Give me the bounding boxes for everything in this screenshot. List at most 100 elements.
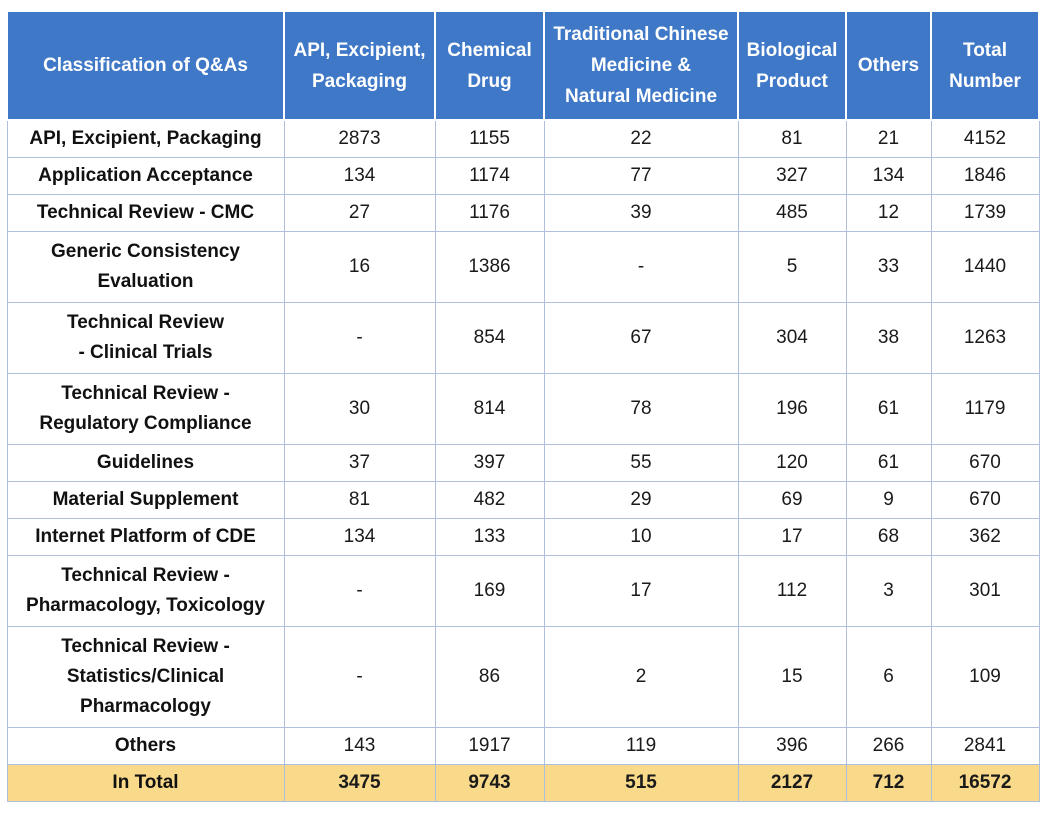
data-cell-total-number: 670	[930, 481, 1040, 519]
data-cell-api-excipient-packaging: -	[283, 626, 436, 728]
data-cell-others: 6	[845, 626, 932, 728]
row-label: Technical Review - Regulatory Compliance	[6, 373, 285, 445]
data-cell-traditional-chinese-medicine-natural-medicine: 29	[543, 481, 739, 519]
total-cell-total-number: 16572	[930, 764, 1040, 802]
qa-classification-table-container: Classification of Q&As API, Excipient, Pac…	[6, 10, 1040, 802]
data-cell-total-number: 1263	[930, 302, 1040, 374]
data-cell-biological-product: 81	[737, 119, 847, 158]
data-cell-others: 61	[845, 373, 932, 445]
data-cell-chemical-drug: 397	[434, 444, 545, 482]
total-cell-chemical-drug: 9743	[434, 764, 545, 802]
data-cell-biological-product: 327	[737, 157, 847, 195]
data-cell-total-number: 362	[930, 518, 1040, 556]
data-cell-api-excipient-packaging: 134	[283, 518, 436, 556]
data-cell-api-excipient-packaging: -	[283, 555, 436, 627]
data-cell-traditional-chinese-medicine-natural-medicine: 78	[543, 373, 739, 445]
data-cell-biological-product: 396	[737, 727, 847, 765]
data-cell-api-excipient-packaging: 16	[283, 231, 436, 303]
row-label: Internet Platform of CDE	[6, 518, 285, 556]
data-cell-total-number: 1846	[930, 157, 1040, 195]
row-label: Technical Review - Pharmacology, Toxicolo…	[6, 555, 285, 627]
data-cell-traditional-chinese-medicine-natural-medicine: 2	[543, 626, 739, 728]
row-label: Application Acceptance	[6, 157, 285, 195]
data-cell-chemical-drug: 1176	[434, 194, 545, 232]
data-cell-total-number: 109	[930, 626, 1040, 728]
data-cell-traditional-chinese-medicine-natural-medicine: 10	[543, 518, 739, 556]
data-cell-traditional-chinese-medicine-natural-medicine: 39	[543, 194, 739, 232]
table-row: Technical Review - Regulatory Compliance 3…	[6, 373, 1040, 445]
data-cell-traditional-chinese-medicine-natural-medicine: 77	[543, 157, 739, 195]
column-header-5: Others	[845, 10, 932, 121]
data-cell-others: 61	[845, 444, 932, 482]
data-cell-others: 21	[845, 119, 932, 158]
column-header-0: Classification of Q&As	[6, 10, 285, 121]
row-label: API, Excipient, Packaging	[6, 119, 285, 158]
data-cell-total-number: 301	[930, 555, 1040, 627]
table-header: Classification of Q&As API, Excipient, Pac…	[6, 10, 1040, 121]
column-header-2: Chemical Drug	[434, 10, 545, 121]
data-cell-biological-product: 69	[737, 481, 847, 519]
data-cell-api-excipient-packaging: 2873	[283, 119, 436, 158]
data-cell-biological-product: 15	[737, 626, 847, 728]
data-cell-others: 3	[845, 555, 932, 627]
data-cell-traditional-chinese-medicine-natural-medicine: 67	[543, 302, 739, 374]
table-row: Technical Review - Pharmacology, Toxicolo…	[6, 555, 1040, 627]
total-cell-biological-product: 2127	[737, 764, 847, 802]
data-cell-api-excipient-packaging: 37	[283, 444, 436, 482]
total-row: In Total 3475 9743 515 2127 712 16572	[6, 764, 1040, 802]
data-cell-chemical-drug: 814	[434, 373, 545, 445]
table-row: API, Excipient, Packaging 2873 1155 22 81 21 4…	[6, 119, 1040, 158]
data-cell-total-number: 1739	[930, 194, 1040, 232]
total-cell-others: 712	[845, 764, 932, 802]
data-cell-others: 33	[845, 231, 932, 303]
data-cell-chemical-drug: 1155	[434, 119, 545, 158]
data-cell-others: 266	[845, 727, 932, 765]
data-cell-chemical-drug: 854	[434, 302, 545, 374]
data-cell-traditional-chinese-medicine-natural-medicine: 22	[543, 119, 739, 158]
data-cell-chemical-drug: 1386	[434, 231, 545, 303]
total-row-label: In Total	[6, 764, 285, 802]
data-cell-biological-product: 112	[737, 555, 847, 627]
data-cell-api-excipient-packaging: 27	[283, 194, 436, 232]
data-cell-others: 9	[845, 481, 932, 519]
data-cell-chemical-drug: 169	[434, 555, 545, 627]
header-row: Classification of Q&As API, Excipient, Pac…	[6, 10, 1040, 121]
table-row: Internet Platform of CDE 134 133 10 17 68 362	[6, 518, 1040, 556]
data-cell-api-excipient-packaging: 30	[283, 373, 436, 445]
data-cell-others: 38	[845, 302, 932, 374]
data-cell-biological-product: 120	[737, 444, 847, 482]
data-cell-biological-product: 5	[737, 231, 847, 303]
data-cell-api-excipient-packaging: -	[283, 302, 436, 374]
qa-classification-table: Classification of Q&As API, Excipient, Pac…	[6, 10, 1040, 802]
table-body: API, Excipient, Packaging 2873 1155 22 81 21 4…	[6, 119, 1040, 802]
table-row: Guidelines 37 397 55 120 61 670	[6, 444, 1040, 482]
column-header-6: Total Number	[930, 10, 1040, 121]
data-cell-total-number: 670	[930, 444, 1040, 482]
data-cell-biological-product: 304	[737, 302, 847, 374]
row-label: Material Supplement	[6, 481, 285, 519]
data-cell-total-number: 1179	[930, 373, 1040, 445]
row-label: Generic Consistency Evaluation	[6, 231, 285, 303]
data-cell-chemical-drug: 86	[434, 626, 545, 728]
data-cell-chemical-drug: 482	[434, 481, 545, 519]
table-row: Application Acceptance 134 1174 77 327 134 184…	[6, 157, 1040, 195]
row-label: Technical Review - Clinical Trials	[6, 302, 285, 374]
data-cell-total-number: 2841	[930, 727, 1040, 765]
column-header-3: Traditional Chinese Medicine & Natural Med…	[543, 10, 739, 121]
data-cell-traditional-chinese-medicine-natural-medicine: 55	[543, 444, 739, 482]
table-row: Technical Review - CMC 27 1176 39 485 12 1739	[6, 194, 1040, 232]
table-row: Others 143 1917 119 396 266 2841	[6, 727, 1040, 765]
column-header-1: API, Excipient, Packaging	[283, 10, 436, 121]
column-header-4: Biological Product	[737, 10, 847, 121]
data-cell-others: 68	[845, 518, 932, 556]
row-label: Guidelines	[6, 444, 285, 482]
table-row: Technical Review - Clinical Trials -854 67 3…	[6, 302, 1040, 374]
data-cell-others: 134	[845, 157, 932, 195]
row-label: Technical Review - Statistics/Clinical Pha…	[6, 626, 285, 728]
data-cell-traditional-chinese-medicine-natural-medicine: -	[543, 231, 739, 303]
data-cell-biological-product: 196	[737, 373, 847, 445]
data-cell-chemical-drug: 133	[434, 518, 545, 556]
row-label: Technical Review - CMC	[6, 194, 285, 232]
data-cell-others: 12	[845, 194, 932, 232]
table-row: Material Supplement 81 482 29 69 9 670	[6, 481, 1040, 519]
